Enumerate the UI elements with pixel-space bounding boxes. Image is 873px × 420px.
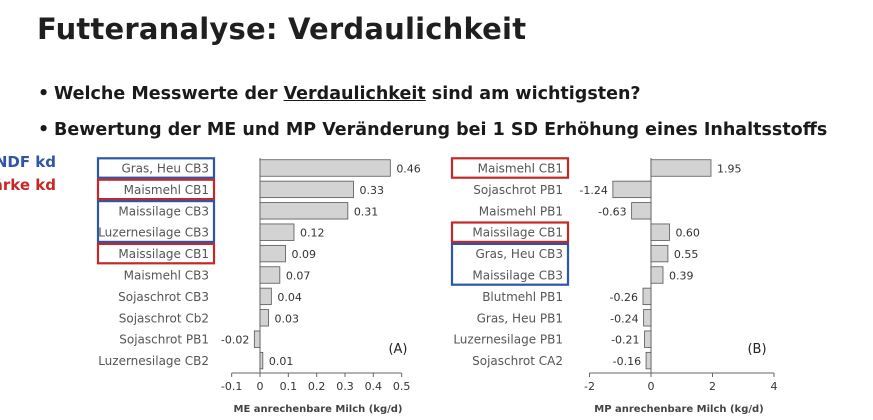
data-label: -0.21	[611, 334, 639, 347]
x-tick-label: 0.3	[336, 380, 354, 393]
highlight-box-ndf	[96, 200, 216, 244]
category-label: Maismehl CB3	[124, 269, 209, 283]
bar	[650, 244, 669, 263]
bullet-dot: •	[38, 120, 50, 140]
panel-label: (A)	[388, 342, 407, 357]
x-tick-label: -2	[584, 380, 595, 393]
category-label: Sojaschrot PB1	[473, 183, 563, 197]
data-label: -1.24	[579, 184, 607, 197]
category-label: Gras, Heu CB3	[121, 162, 209, 176]
bullet-text: sind am wichtigsten?	[425, 84, 641, 104]
x-tick-label: 0.5	[393, 380, 411, 393]
data-label: 0.09	[291, 248, 316, 261]
x-tick-label: -0.1	[221, 380, 242, 393]
data-label: 0.60	[675, 227, 700, 240]
data-label: -0.24	[610, 312, 638, 325]
data-label: 1.95	[717, 163, 742, 176]
bar	[259, 287, 272, 306]
category-label: Maissilage CB1	[472, 226, 563, 240]
highlight-box-staerke	[450, 157, 570, 179]
bullet-item: • Welche Messwerte der Verdaulichkeit sin…	[38, 84, 641, 104]
bar	[650, 159, 712, 177]
bar	[259, 266, 281, 284]
highlight-box-staerke	[96, 242, 216, 265]
bar	[645, 351, 652, 370]
category-label: Luzernesilage CB2	[98, 354, 209, 368]
bar	[650, 223, 670, 241]
x-tick-label: 2	[709, 380, 716, 393]
category-label: Maismehl PB1	[479, 204, 563, 218]
highlight-box-ndf	[450, 242, 570, 286]
x-tick-label: 0.2	[308, 380, 326, 393]
category-label: Maissilage CB3	[472, 269, 563, 283]
bar	[259, 351, 264, 370]
x-axis-title: ME anrechenbare Milch (kg/d)	[234, 404, 403, 415]
bar	[650, 266, 664, 284]
highlight-box-ndf	[96, 157, 216, 179]
bar	[644, 330, 652, 348]
category-label: Sojaschrot CA2	[472, 354, 563, 368]
category-label: Luzernesilage PB1	[453, 333, 563, 347]
category-label: Maismehl CB1	[478, 162, 563, 176]
x-axis-title: MP anrechenbare Milch (kg/d)	[594, 404, 764, 415]
category-label: Sojaschrot PB1	[119, 333, 209, 347]
category-label: Gras, Heu CB3	[475, 247, 563, 261]
bullet-text: Welche Messwerte der	[54, 84, 284, 104]
bar	[259, 244, 286, 263]
category-label: Maismehl CB1	[124, 183, 209, 197]
category-label: Blutmehl PB1	[482, 290, 563, 304]
x-tick-label: 0.4	[365, 380, 383, 393]
legend-staerke-label: Stärke kd	[0, 176, 56, 194]
category-label: Sojaschrot Cb2	[119, 311, 209, 325]
data-label: 0.12	[300, 227, 325, 240]
data-label: 0.04	[277, 291, 302, 304]
x-tick-label: 0	[257, 380, 264, 393]
bar	[259, 202, 349, 220]
category-label: Maissilage CB1	[118, 247, 209, 261]
category-label: Sojaschrot CB3	[118, 290, 209, 304]
data-label: 0.31	[354, 205, 379, 218]
bar	[612, 180, 652, 199]
bar	[643, 309, 652, 327]
data-label: 0.01	[269, 355, 294, 368]
highlight-box-staerke	[96, 178, 216, 201]
bar	[253, 330, 261, 348]
bar	[259, 309, 269, 327]
data-label: 0.33	[359, 184, 384, 197]
data-label: -0.02	[221, 334, 249, 347]
x-tick-label: 0	[648, 380, 655, 393]
bullet-item: • Bewertung der ME und MP Veränderung bei…	[38, 120, 827, 140]
slide-title: Futteranalyse: Verdaulichkeit	[37, 12, 527, 46]
bullet-emphasis: Verdaulichkeit	[283, 84, 426, 104]
x-tick-label: 4	[771, 380, 778, 393]
data-label: 0.46	[396, 163, 421, 176]
bullet-dot: •	[38, 84, 50, 104]
category-label: Luzernesilage CB3	[98, 226, 209, 240]
bar	[259, 159, 391, 177]
data-label: -0.26	[610, 291, 638, 304]
bullet-text: Bewertung der ME und MP Veränderung bei …	[54, 120, 828, 140]
data-label: -0.63	[598, 205, 626, 218]
category-label: Gras, Heu PB1	[477, 311, 563, 325]
data-label: 0.39	[669, 270, 694, 283]
data-label: 0.55	[674, 248, 699, 261]
bar	[642, 287, 652, 306]
category-label: Maissilage CB3	[118, 204, 209, 218]
legend-ndf-label: NDF kd	[0, 153, 56, 171]
data-label: 0.07	[286, 270, 311, 283]
bar	[259, 223, 295, 241]
bar	[631, 202, 652, 220]
highlight-box-staerke	[450, 221, 570, 243]
data-label: -0.16	[613, 355, 641, 368]
panel-label: (B)	[747, 342, 766, 357]
data-label: 0.03	[274, 312, 299, 325]
bar	[259, 180, 354, 199]
x-tick-label: 0.1	[280, 380, 298, 393]
